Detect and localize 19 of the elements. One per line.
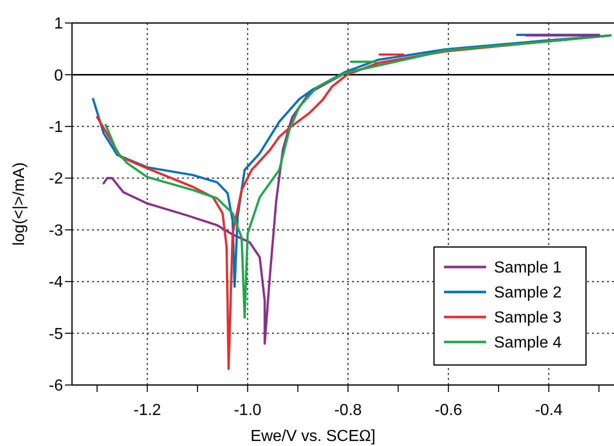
y-tick-label: 1 [54,16,64,33]
y-axis-title: log(<|>/mA) [11,162,28,246]
y-tick-label: -5 [48,326,64,343]
y-tick-label: -4 [48,274,64,292]
y-tick-label: -6 [48,378,64,395]
legend-label: Sample 1 [494,260,562,277]
x-tick-label: -1.0 [234,402,262,419]
x-tick-label: -0.8 [334,402,362,419]
legend-label: Sample 4 [494,334,562,352]
legend-label: Sample 3 [494,310,562,327]
x-tick-label: -0.6 [434,402,462,419]
x-tick-label: -1.2 [133,402,162,419]
y-tick-label: -2 [48,170,64,188]
legend-label: Sample 2 [494,284,562,302]
y-tick-label: -1 [48,119,64,136]
y-tick-label: -3 [48,222,64,240]
x-axis-title: Ewe/V vs. SCEΩ] [250,428,376,445]
y-tick-label: 0 [54,67,64,84]
x-tick-label: -0.4 [534,402,563,419]
